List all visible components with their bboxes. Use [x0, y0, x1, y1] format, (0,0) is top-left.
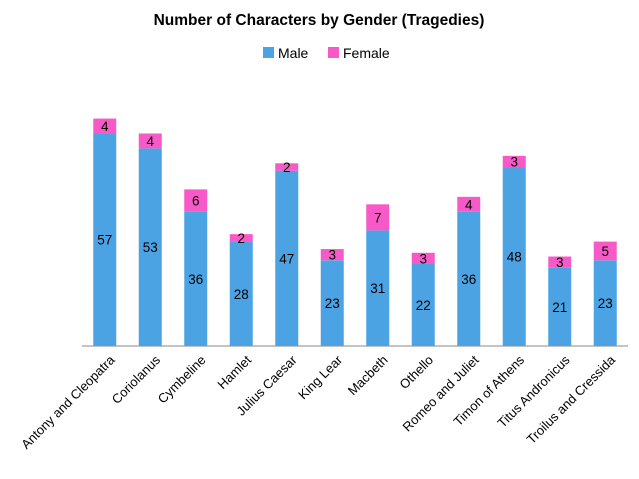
value-label-female-hamlet: 2: [237, 231, 245, 246]
legend: Male Female: [263, 45, 390, 61]
value-label-male-cymbeline: 36: [188, 272, 203, 287]
value-label-male-macbeth: 31: [370, 281, 385, 296]
value-label-female-timon-of-athens: 3: [510, 154, 518, 169]
bar-female-coriolanus: [138, 133, 162, 149]
bar-female-antony-and-cleopatra: [93, 118, 117, 134]
bar-male-coriolanus: [138, 148, 162, 346]
bar-female-macbeth: [366, 204, 390, 231]
x-tick-label-antony-and-cleopatra: Antony and Cleopatra: [18, 352, 118, 452]
value-label-female-romeo-and-juliet: 4: [465, 197, 473, 212]
value-label-male-coriolanus: 53: [143, 240, 158, 255]
legend-label-male: Male: [278, 45, 309, 61]
bar-male-antony-and-cleopatra: [93, 133, 117, 346]
value-label-male-julius-caesar: 47: [279, 251, 294, 266]
bar-male-julius-caesar: [275, 170, 299, 346]
value-label-male-titus-andronicus: 21: [552, 300, 567, 315]
value-label-male-hamlet: 28: [234, 287, 249, 302]
bar-female-hamlet: [229, 234, 253, 242]
bar-male-hamlet: [229, 241, 253, 346]
bar-male-cymbeline: [184, 211, 208, 346]
value-label-female-coriolanus: 4: [146, 134, 154, 149]
value-label-male-troilus-and-cressida: 23: [598, 296, 613, 311]
value-label-female-othello: 3: [419, 251, 427, 266]
bar-female-othello: [411, 252, 435, 264]
bar-female-titus-andronicus: [548, 256, 572, 268]
value-label-female-macbeth: 7: [374, 210, 382, 225]
value-label-male-othello: 22: [416, 298, 431, 313]
legend-label-female: Female: [343, 45, 390, 61]
bar-male-king-lear: [320, 260, 344, 346]
value-label-male-timon-of-athens: 48: [507, 250, 522, 265]
value-label-female-troilus-and-cressida: 5: [601, 244, 609, 259]
value-label-female-cymbeline: 6: [192, 194, 200, 209]
bar-female-king-lear: [320, 249, 344, 261]
x-tick-label-king-lear: King Lear: [295, 352, 345, 402]
x-tick-label-macbeth: Macbeth: [345, 352, 391, 398]
bar-female-romeo-and-juliet: [457, 196, 481, 212]
bar-female-timon-of-athens: [502, 155, 526, 168]
bar-male-romeo-and-juliet: [457, 211, 481, 346]
legend-swatch-male: [263, 47, 274, 58]
value-label-male-antony-and-cleopatra: 57: [97, 233, 112, 248]
x-tick-label-romeo-and-juliet: Romeo and Juliet: [400, 352, 482, 434]
bar-male-timon-of-athens: [502, 167, 526, 346]
bar-male-othello: [411, 263, 435, 346]
x-tick-label-coriolanus: Coriolanus: [109, 352, 164, 407]
chart-title: Number of Characters by Gender (Tragedie…: [154, 12, 485, 29]
value-label-female-julius-caesar: 2: [283, 160, 291, 175]
value-label-male-romeo-and-juliet: 36: [461, 272, 476, 287]
bars-group: [93, 118, 617, 346]
value-label-female-king-lear: 3: [328, 248, 336, 263]
bar-female-cymbeline: [184, 189, 208, 212]
bar-female-julius-caesar: [275, 163, 299, 171]
value-label-female-titus-andronicus: 3: [556, 255, 564, 270]
legend-swatch-female: [328, 47, 339, 58]
bar-male-titus-andronicus: [548, 267, 572, 346]
bar-male-troilus-and-cressida: [593, 260, 617, 346]
x-tick-label-hamlet: Hamlet: [214, 352, 254, 392]
value-label-female-antony-and-cleopatra: 4: [101, 119, 109, 134]
x-tick-label-troilus-and-cressida: Troilus and Cressida: [524, 352, 619, 447]
bar-male-macbeth: [366, 230, 390, 346]
bar-female-troilus-and-cressida: [593, 241, 617, 261]
x-tick-label-cymbeline: Cymbeline: [155, 352, 209, 406]
x-tick-label-othello: Othello: [396, 352, 436, 392]
value-label-male-king-lear: 23: [325, 296, 340, 311]
